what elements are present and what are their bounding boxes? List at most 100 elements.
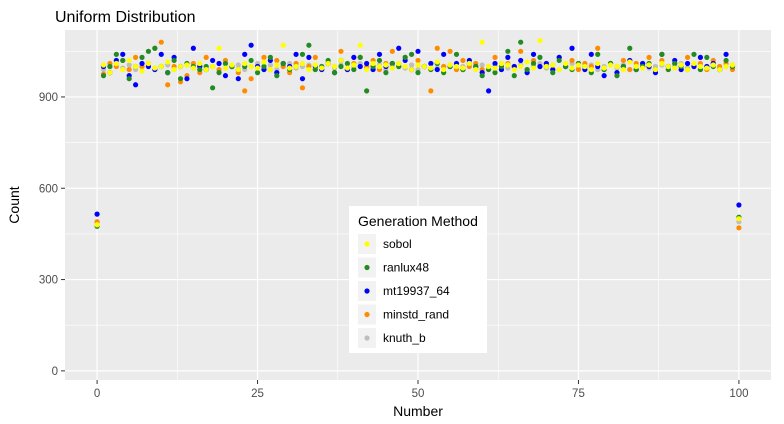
point-mt19937-64 bbox=[248, 42, 254, 48]
point-mt19937-64 bbox=[235, 76, 241, 82]
x-tick-label: 100 bbox=[729, 388, 748, 400]
point-sobol bbox=[486, 63, 492, 70]
point-sobol bbox=[466, 60, 472, 67]
legend-key-swatch bbox=[364, 288, 370, 294]
point-sobol bbox=[389, 65, 395, 71]
point-minstd-rand bbox=[428, 88, 434, 94]
point-minstd-rand bbox=[338, 48, 344, 54]
point-sobol bbox=[556, 66, 562, 73]
point-mt19937-64 bbox=[588, 51, 594, 57]
point-sobol bbox=[704, 65, 710, 71]
point-sobol bbox=[133, 63, 139, 70]
point-sobol bbox=[736, 216, 742, 222]
point-ranlux48 bbox=[100, 73, 107, 79]
point-sobol bbox=[139, 68, 145, 74]
point-ranlux48 bbox=[511, 73, 517, 79]
point-minstd-rand bbox=[203, 54, 209, 60]
point-mt19937-64 bbox=[210, 57, 216, 64]
point-mt19937-64 bbox=[697, 54, 704, 60]
point-minstd-rand bbox=[242, 88, 248, 94]
point-ranlux48 bbox=[537, 54, 543, 60]
point-ranlux48 bbox=[222, 60, 229, 67]
y-tick-label: 900 bbox=[39, 92, 58, 104]
point-minstd-rand bbox=[389, 48, 395, 54]
point-mt19937-64 bbox=[434, 66, 440, 73]
point-mt19937-64 bbox=[736, 202, 742, 208]
point-mt19937-64 bbox=[299, 76, 306, 82]
point-sobol bbox=[434, 59, 440, 65]
point-sobol bbox=[107, 70, 113, 76]
point-sobol bbox=[210, 63, 216, 70]
point-mt19937-64 bbox=[357, 63, 363, 70]
point-knuth-b bbox=[126, 62, 132, 68]
point-sobol bbox=[428, 65, 434, 71]
point-mt19937-64 bbox=[184, 76, 190, 82]
x-tick-label: 75 bbox=[572, 388, 585, 400]
point-sobol bbox=[453, 63, 460, 70]
y-tick-label: 600 bbox=[39, 183, 58, 195]
point-minstd-rand bbox=[620, 57, 626, 64]
point-sobol bbox=[421, 63, 428, 70]
point-sobol bbox=[242, 60, 248, 67]
point-minstd-rand bbox=[518, 48, 524, 54]
point-sobol bbox=[120, 66, 126, 73]
point-sobol bbox=[165, 59, 171, 65]
point-ranlux48 bbox=[659, 51, 665, 57]
point-sobol bbox=[261, 59, 267, 65]
point-sobol bbox=[216, 45, 222, 51]
point-ranlux48 bbox=[267, 54, 273, 60]
point-minstd-rand bbox=[447, 48, 453, 54]
point-sobol bbox=[126, 57, 132, 64]
point-sobol bbox=[145, 60, 152, 67]
legend-key-swatch bbox=[364, 264, 370, 271]
point-sobol bbox=[267, 66, 273, 73]
point-sobol bbox=[460, 65, 466, 71]
point-ranlux48 bbox=[672, 60, 678, 67]
point-knuth-b bbox=[408, 62, 415, 68]
point-ranlux48 bbox=[408, 51, 415, 57]
point-mt19937-64 bbox=[505, 54, 511, 60]
legend-entry-label: mt19937_64 bbox=[383, 284, 450, 298]
point-ranlux48 bbox=[248, 57, 254, 64]
point-mt19937-64 bbox=[94, 211, 100, 217]
y-axis-ticks: 0 300 600 900 bbox=[39, 92, 65, 378]
point-minstd-rand bbox=[575, 66, 582, 73]
point-mt19937-64 bbox=[723, 51, 729, 57]
point-sobol bbox=[113, 60, 119, 67]
point-minstd-rand bbox=[415, 57, 421, 64]
point-sobol bbox=[543, 63, 549, 70]
point-ranlux48 bbox=[299, 51, 306, 57]
point-mt19937-64 bbox=[133, 82, 139, 88]
legend-items: sobol ranlux48 mt19937_64 minstd_rand knuth_… bbox=[358, 234, 450, 348]
legend-key-swatch bbox=[364, 241, 370, 247]
point-sobol bbox=[177, 63, 184, 70]
chart-title: Uniform Distribution bbox=[55, 9, 195, 26]
point-sobol bbox=[171, 66, 177, 73]
point-ranlux48 bbox=[197, 66, 203, 73]
point-sobol bbox=[94, 222, 100, 228]
point-mt19937-64 bbox=[222, 73, 229, 79]
point-sobol bbox=[717, 66, 723, 73]
point-ranlux48 bbox=[152, 45, 158, 51]
point-sobol bbox=[319, 65, 325, 71]
point-ranlux48 bbox=[479, 73, 485, 79]
point-ranlux48 bbox=[627, 45, 633, 51]
point-minstd-rand bbox=[261, 54, 267, 60]
point-sobol bbox=[402, 63, 408, 70]
point-minstd-rand bbox=[460, 57, 466, 64]
point-sobol bbox=[190, 65, 196, 71]
point-sobol bbox=[473, 66, 479, 73]
point-mt19937-64 bbox=[396, 45, 402, 51]
legend-key-swatch bbox=[364, 335, 370, 341]
point-sobol bbox=[627, 59, 633, 65]
legend-entry-label: minstd_rand bbox=[383, 308, 449, 322]
point-ranlux48 bbox=[338, 63, 344, 70]
point-ranlux48 bbox=[254, 70, 261, 76]
point-ranlux48 bbox=[376, 57, 383, 64]
point-minstd-rand bbox=[569, 57, 575, 64]
point-knuth-b bbox=[235, 62, 241, 68]
legend-entry-label: knuth_b bbox=[383, 331, 426, 345]
point-minstd-rand bbox=[646, 54, 652, 60]
point-sobol bbox=[710, 62, 716, 68]
